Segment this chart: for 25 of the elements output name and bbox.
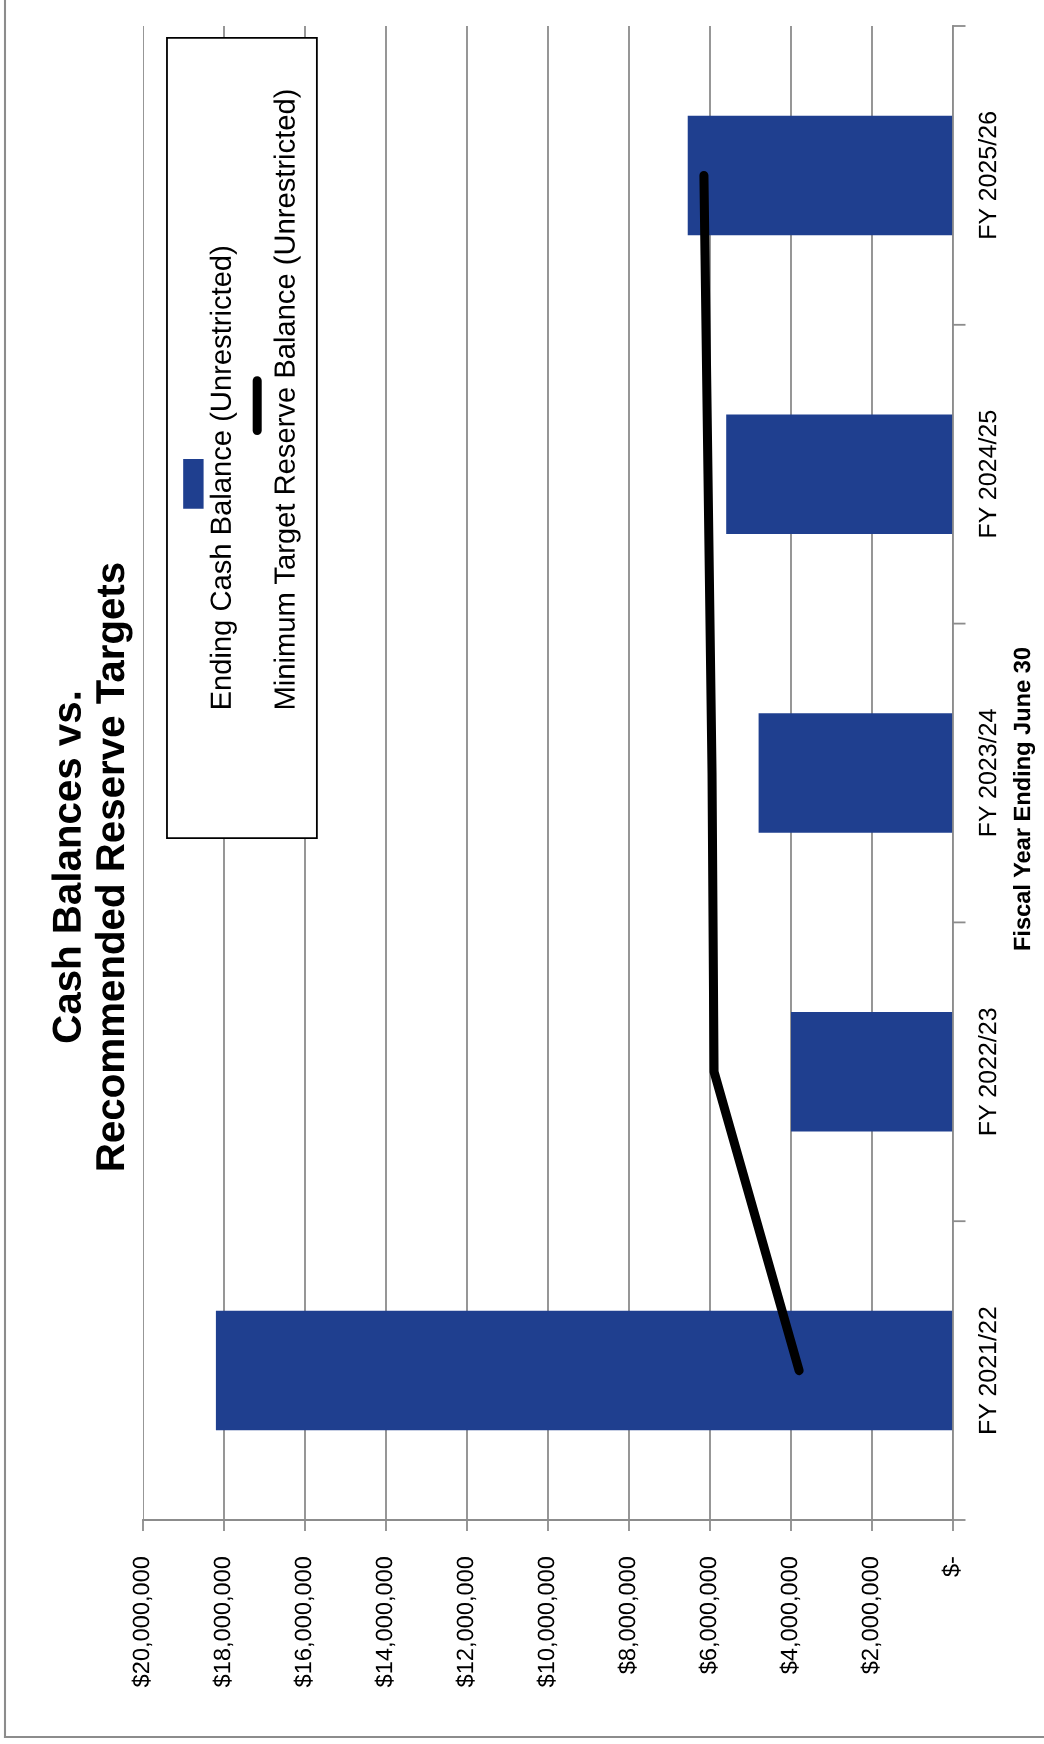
x-tick-label: $16,000,000 xyxy=(293,1557,315,1688)
x-tick-label: $10,000,000 xyxy=(536,1557,558,1688)
x-tick-label: $2,000,000 xyxy=(860,1557,882,1675)
x-tick-label: $12,000,000 xyxy=(455,1557,477,1688)
bar xyxy=(687,115,953,236)
bar xyxy=(215,1310,953,1431)
y-tick-label: FY 2024/25 xyxy=(978,410,997,537)
x-tick-label: $4,000,000 xyxy=(779,1557,801,1675)
bar xyxy=(791,1012,953,1132)
bar xyxy=(726,414,953,534)
y-tick-label: FY 2021/22 xyxy=(978,1307,997,1433)
legend-label: Ending Cash Balance (Unrestricted) xyxy=(209,247,237,709)
x-tick-label: $20,000,000 xyxy=(131,1557,153,1688)
x-tick-label: $6,000,000 xyxy=(698,1557,720,1675)
y-tick-label: FY 2023/24 xyxy=(978,709,997,836)
text: Cash Balances vs. Recommended Reserve Targets xyxy=(51,563,133,1170)
y-axis-title: Fiscal Year Ending June 30 xyxy=(1012,647,1036,950)
x-tick-label: $- xyxy=(941,1557,961,1577)
x-tick-label: $14,000,000 xyxy=(374,1557,396,1688)
bar xyxy=(758,713,953,833)
y-tick-label: FY 2022/23 xyxy=(978,1008,997,1135)
y-tick-label: FY 2025/26 xyxy=(978,112,997,238)
legend-label: Minimum Target Reserve Balance (Unrestricted) xyxy=(273,90,301,709)
x-tick-label: $18,000,000 xyxy=(212,1557,234,1688)
x-tick-label: $8,000,000 xyxy=(617,1557,639,1675)
